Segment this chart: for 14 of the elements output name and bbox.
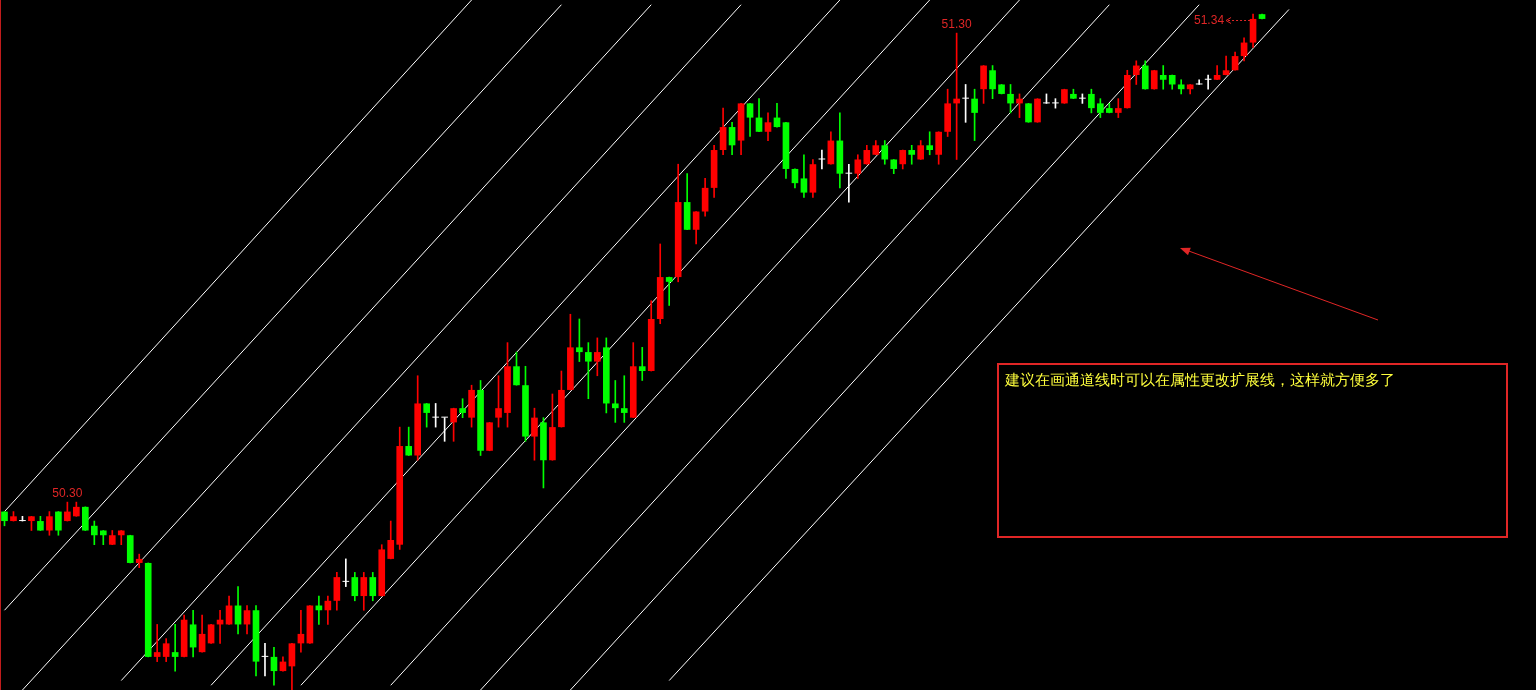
annotation: 50.30 — [52, 486, 83, 501]
annotation: 51.34 — [1194, 12, 1225, 27]
candlestick — [620, 375, 628, 423]
annotation: 51.30 — [941, 17, 972, 32]
candlestick — [1159, 65, 1167, 90]
candlestick — [171, 624, 179, 672]
candlestick — [665, 276, 673, 306]
candlestick — [1114, 98, 1122, 118]
candlestick — [908, 144, 916, 165]
candlestick — [153, 624, 161, 662]
candlestick — [638, 347, 646, 381]
candlestick — [611, 380, 619, 423]
annotation: 建议在画通道线时可以在属性更改扩展线，这样就方便多了 — [1005, 371, 1396, 389]
candlestick — [926, 131, 934, 156]
